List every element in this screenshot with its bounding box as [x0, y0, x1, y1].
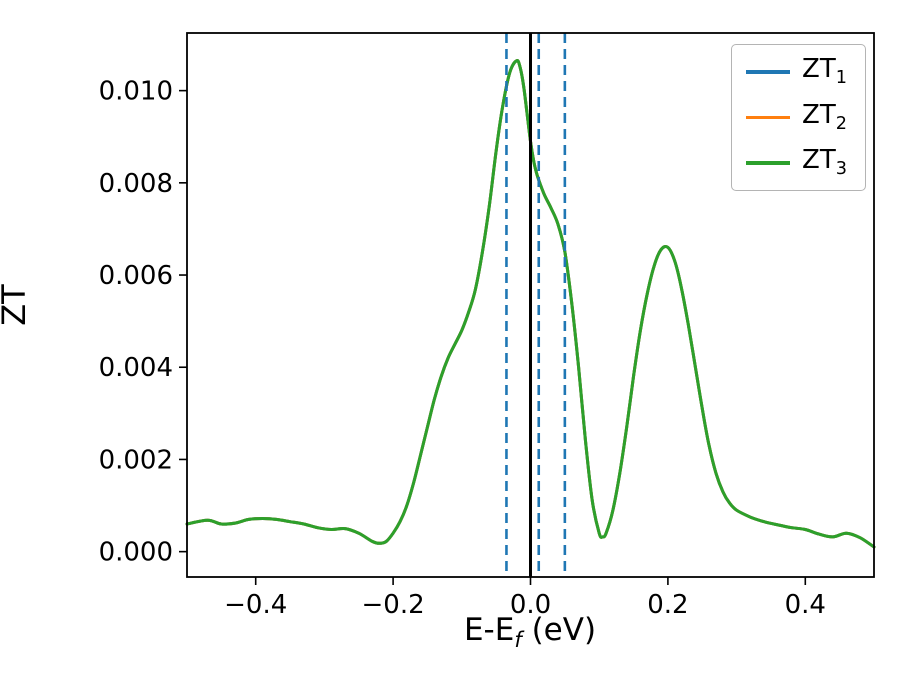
x-tick-label: 0.2 — [647, 590, 688, 620]
x-axis-label-rest: (eV) — [521, 612, 597, 648]
legend-label-zt3: ZT3 — [802, 145, 847, 180]
legend-label-zt2: ZT2 — [802, 99, 847, 134]
legend-line-swatch-zt1 — [746, 70, 791, 74]
x-axis-label-main: E-E — [463, 612, 515, 648]
series-line-ZT3 — [185, 59, 876, 549]
legend-label-zt1: ZT1 — [802, 54, 847, 89]
x-axis-label-sub: f — [514, 627, 522, 653]
x-tick-label: 0.4 — [785, 590, 826, 620]
legend-item-zt3: ZT3 — [746, 146, 847, 180]
x-tick-label: −0.4 — [224, 590, 287, 620]
legend: ZT1 ZT2 ZT3 — [731, 44, 866, 191]
x-tick-label: −0.2 — [362, 590, 425, 620]
y-tick-label: 0.002 — [99, 445, 173, 475]
axes-spines — [186, 32, 875, 578]
legend-line-swatch-zt3 — [746, 161, 791, 165]
x-tick-label: 0.0 — [510, 590, 551, 620]
y-tick-label: 0.006 — [99, 261, 173, 291]
legend-item-zt1: ZT1 — [746, 55, 847, 89]
legend-item-zt2: ZT2 — [746, 99, 847, 135]
y-tick-label: 0.010 — [99, 77, 173, 107]
y-axis-label: ZT — [0, 284, 33, 326]
y-tick-label: 0.000 — [99, 538, 173, 568]
y-tick-label: 0.008 — [99, 169, 173, 199]
legend-line-swatch-zt2 — [746, 115, 791, 120]
y-tick-label: 0.004 — [99, 353, 173, 383]
x-axis-label: E-Ef (eV) — [464, 612, 596, 652]
